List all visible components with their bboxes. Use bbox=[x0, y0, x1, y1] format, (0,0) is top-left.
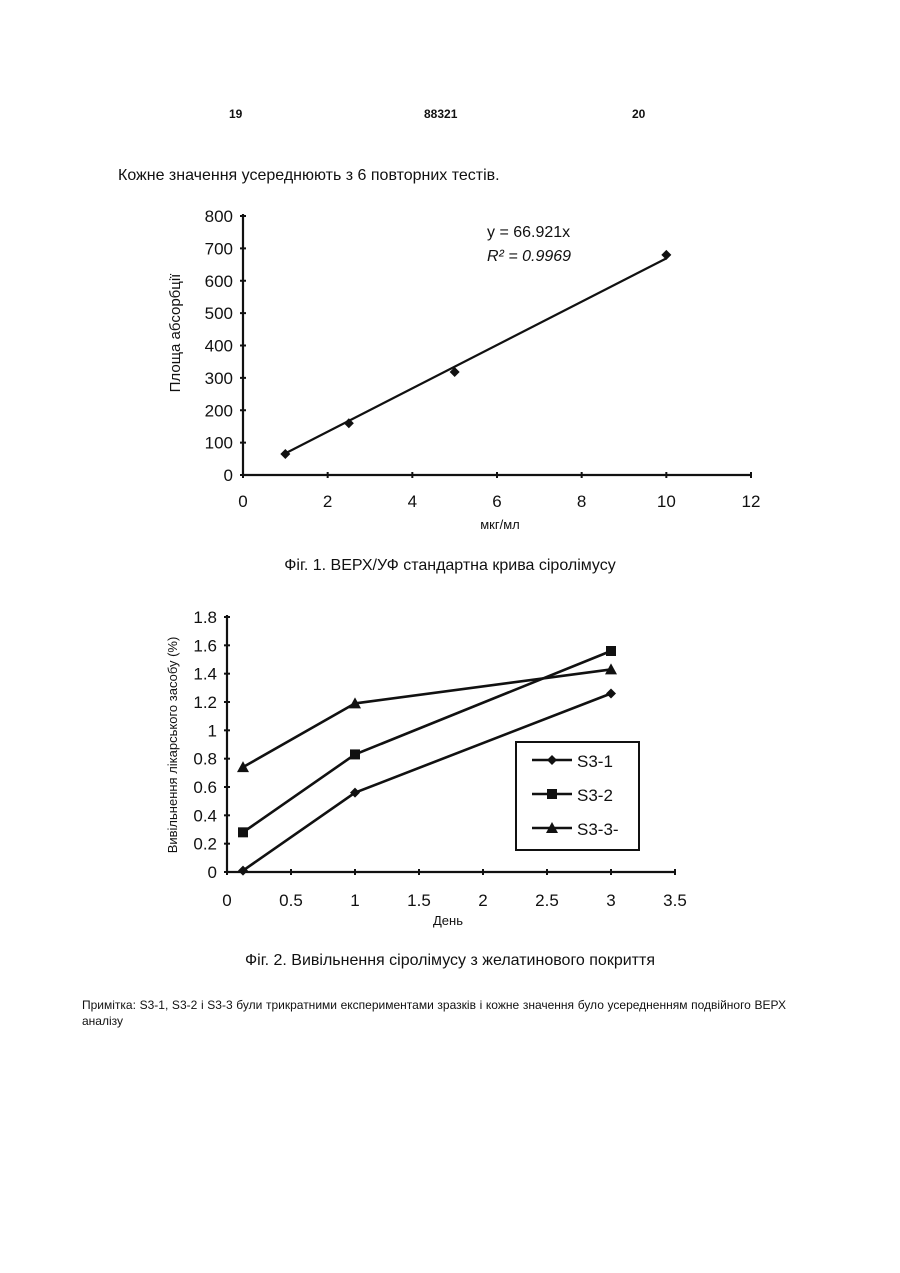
page-number-right: 20 bbox=[632, 107, 645, 121]
x-tick-label: 10 bbox=[657, 492, 676, 511]
x-tick-label: 2 bbox=[323, 492, 332, 511]
y-tick-label: 400 bbox=[205, 337, 233, 356]
figure-1-chart: 0 100 200 300 400 500 600 700 800 0 2 4 6 8 10 12 y = 66… bbox=[0, 200, 900, 530]
data-point bbox=[661, 250, 671, 260]
y-tick-label: 1.2 bbox=[193, 693, 217, 712]
legend-marker bbox=[547, 789, 557, 799]
x-tick-label: 6 bbox=[492, 492, 501, 511]
x-tick-label: 0 bbox=[238, 492, 247, 511]
y-tick-label: 700 bbox=[205, 239, 233, 258]
y-tick-label: 600 bbox=[205, 272, 233, 291]
data-point bbox=[606, 689, 616, 699]
x-tick-label: 1.5 bbox=[407, 891, 431, 910]
y-tick-label: 0.2 bbox=[193, 835, 217, 854]
x-tick-label: 4 bbox=[408, 492, 417, 511]
data-point bbox=[350, 749, 360, 759]
y-tick-label: 1 bbox=[208, 721, 217, 740]
data-point bbox=[237, 761, 249, 772]
legend-label: S3-2 bbox=[577, 786, 613, 805]
trendline bbox=[285, 258, 666, 453]
x-tick-label: 1 bbox=[350, 891, 359, 910]
y-tick-label: 0 bbox=[208, 863, 217, 882]
x-axis-label: мкг/мл bbox=[480, 517, 520, 530]
figure-2-caption: Фіг. 2. Вивільнення сіролімусу з желатин… bbox=[0, 952, 900, 970]
legend-label: S3-1 bbox=[577, 752, 613, 771]
figure-2-chart: 0 0.2 0.4 0.6 0.8 1 1.2 1.4 1.6 1.8 0 0.5 1 1.5 2 2.5 3 3… bbox=[0, 600, 900, 940]
regression-equation: y = 66.921x bbox=[487, 224, 570, 241]
y-tick-label: 0.6 bbox=[193, 778, 217, 797]
y-tick-label: 500 bbox=[205, 304, 233, 323]
y-tick-label: 800 bbox=[205, 207, 233, 226]
y-tick-label: 0 bbox=[224, 466, 233, 485]
y-axis-label: Площа абсорбції bbox=[167, 273, 184, 393]
x-tick-label: 8 bbox=[577, 492, 586, 511]
legend-label: S3-3- bbox=[577, 820, 619, 839]
y-tick-label: 200 bbox=[205, 401, 233, 420]
x-axis-label: День bbox=[433, 913, 463, 928]
y-tick-label: 100 bbox=[205, 434, 233, 453]
footnote: Примітка: S3-1, S3-2 і S3-3 були трикрат… bbox=[82, 997, 786, 1029]
x-tick-label: 0 bbox=[222, 891, 231, 910]
y-axis-label: Вивільнення лікарського засобу (%) bbox=[165, 637, 180, 854]
intro-text: Кожне значення усереднюють з 6 повторних… bbox=[118, 167, 500, 185]
x-tick-label: 2.5 bbox=[535, 891, 559, 910]
x-tick-label: 3 bbox=[606, 891, 615, 910]
x-tick-label: 12 bbox=[742, 492, 761, 511]
y-tick-label: 1.8 bbox=[193, 608, 217, 627]
x-tick-label: 2 bbox=[478, 891, 487, 910]
y-tick-label: 1.4 bbox=[193, 665, 217, 684]
r-squared-label: R² = 0.9969 bbox=[487, 248, 571, 265]
y-tick-label: 0.4 bbox=[193, 806, 217, 825]
y-tick-label: 0.8 bbox=[193, 750, 217, 769]
x-tick-label: 3.5 bbox=[663, 891, 687, 910]
x-tick-label: 0.5 bbox=[279, 891, 303, 910]
data-point bbox=[606, 646, 616, 656]
y-tick-label: 300 bbox=[205, 369, 233, 388]
data-point bbox=[238, 827, 248, 837]
figure-1-caption: Фіг. 1. ВЕРХ/УФ стандартна крива сіролім… bbox=[0, 557, 900, 575]
document-number: 88321 bbox=[424, 107, 457, 121]
y-tick-label: 1.6 bbox=[193, 636, 217, 655]
page-number-left: 19 bbox=[229, 107, 242, 121]
